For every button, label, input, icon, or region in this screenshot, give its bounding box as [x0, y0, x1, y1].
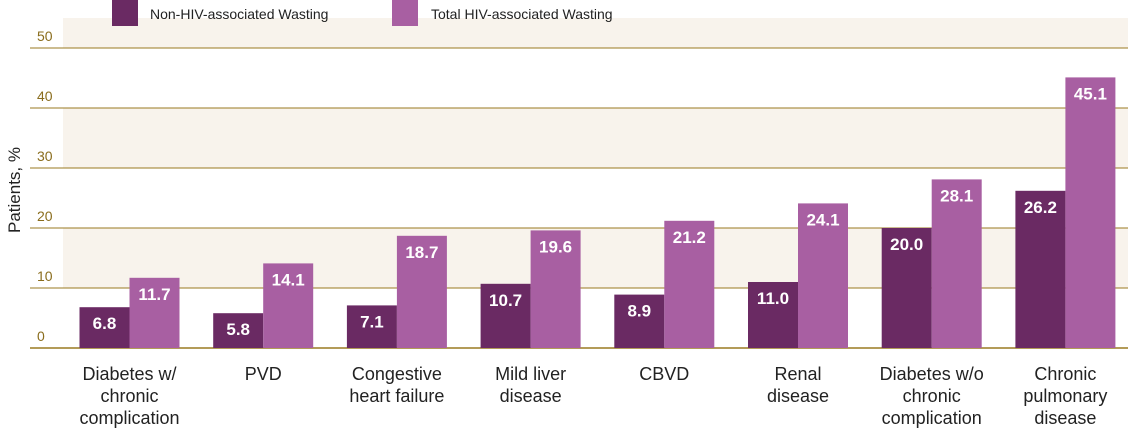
bars: [79, 77, 1116, 349]
y-tick-label: 10: [37, 268, 53, 284]
category-label-line: PVD: [245, 364, 282, 384]
category-label-line: chronic: [903, 386, 961, 406]
data-label: 20.0: [890, 235, 923, 254]
category-label-line: Diabetes w/o: [880, 364, 984, 384]
bar: [79, 307, 130, 348]
bar: [480, 283, 531, 348]
background-band: [63, 108, 1128, 168]
category-label-line: disease: [1034, 408, 1096, 428]
bar: [213, 313, 264, 348]
y-tick-label: 50: [37, 28, 53, 44]
category-label-line: disease: [500, 386, 562, 406]
data-label: 6.8: [93, 314, 117, 333]
data-label: 26.2: [1024, 198, 1057, 217]
data-label: 10.7: [489, 291, 522, 310]
category-label-line: complication: [79, 408, 179, 428]
bar: [1015, 190, 1066, 348]
bar: [748, 282, 798, 348]
bar: [1065, 77, 1116, 349]
data-label: 8.9: [627, 302, 651, 321]
category-label: CBVD: [639, 364, 689, 384]
y-tick-label: 20: [37, 208, 53, 224]
category-label-line: Mild liver: [495, 364, 566, 384]
bar: [129, 277, 180, 348]
data-label: 11.7: [138, 285, 170, 304]
category-label: Diabetes w/chronic complication: [79, 364, 179, 428]
category-label-line: Diabetes w/: [82, 364, 176, 384]
data-label: 19.6: [539, 237, 572, 256]
category-label: Congestive heart failure: [349, 364, 444, 406]
category-label-line: CBVD: [639, 364, 689, 384]
y-tick-label: 30: [37, 148, 53, 164]
bar: [664, 220, 715, 348]
bar: [881, 228, 932, 348]
y-tick-label: 40: [37, 88, 53, 104]
bar: [530, 230, 581, 348]
category-label-line: chronic: [100, 386, 158, 406]
data-label: 5.8: [226, 320, 250, 339]
y-axis-label: Patients, %: [5, 147, 24, 233]
y-tick-label: 0: [37, 328, 45, 344]
data-label: 7.1: [360, 312, 384, 331]
bar: [346, 305, 397, 348]
category-label: Chronic pulmonary disease: [1023, 364, 1107, 428]
category-label-line: Chronic: [1034, 364, 1096, 384]
category-label: Mild liver disease: [495, 364, 566, 406]
legend-label-non-hiv: Non-HIV-associated Wasting: [150, 6, 328, 22]
legend-swatch-non-hiv: [112, 0, 138, 26]
category-label-line: heart failure: [349, 386, 444, 406]
bar: [798, 203, 848, 348]
bar: [396, 235, 447, 348]
category-label-line: pulmonary: [1023, 386, 1107, 406]
bar: [931, 179, 982, 348]
data-labels: 6.8 11.7 5.8 14.1 7.1 18.7 10.7 19.6 8.9 21.2 11.0…: [93, 84, 1107, 339]
category-label-line: Congestive: [352, 364, 442, 384]
category-label-line: disease: [767, 386, 829, 406]
category-label: Renal disease: [767, 364, 829, 406]
data-label: 45.1: [1074, 84, 1107, 103]
data-label: 24.1: [806, 210, 839, 229]
data-label: 21.2: [673, 228, 706, 247]
bar: [614, 294, 665, 348]
legend-label-total-hiv: Total HIV-associated Wasting: [431, 6, 613, 22]
category-label: PVD: [245, 364, 282, 384]
category-label-line: Renal: [774, 364, 821, 384]
bar: [263, 263, 314, 348]
data-label: 14.1: [272, 270, 305, 289]
background-band: [63, 18, 1128, 48]
legend: Non-HIV-associated Wasting Total HIV-ass…: [112, 0, 613, 26]
data-label: 28.1: [940, 186, 973, 205]
category-label-line: complication: [882, 408, 982, 428]
data-label: 18.7: [405, 243, 438, 262]
y-tick-labels: 0 10 20 30 40 50: [37, 28, 53, 344]
legend-swatch-total-hiv: [392, 0, 418, 26]
data-label: 11.0: [757, 289, 789, 308]
category-label: Diabetes w/o chronic complication: [880, 364, 984, 428]
